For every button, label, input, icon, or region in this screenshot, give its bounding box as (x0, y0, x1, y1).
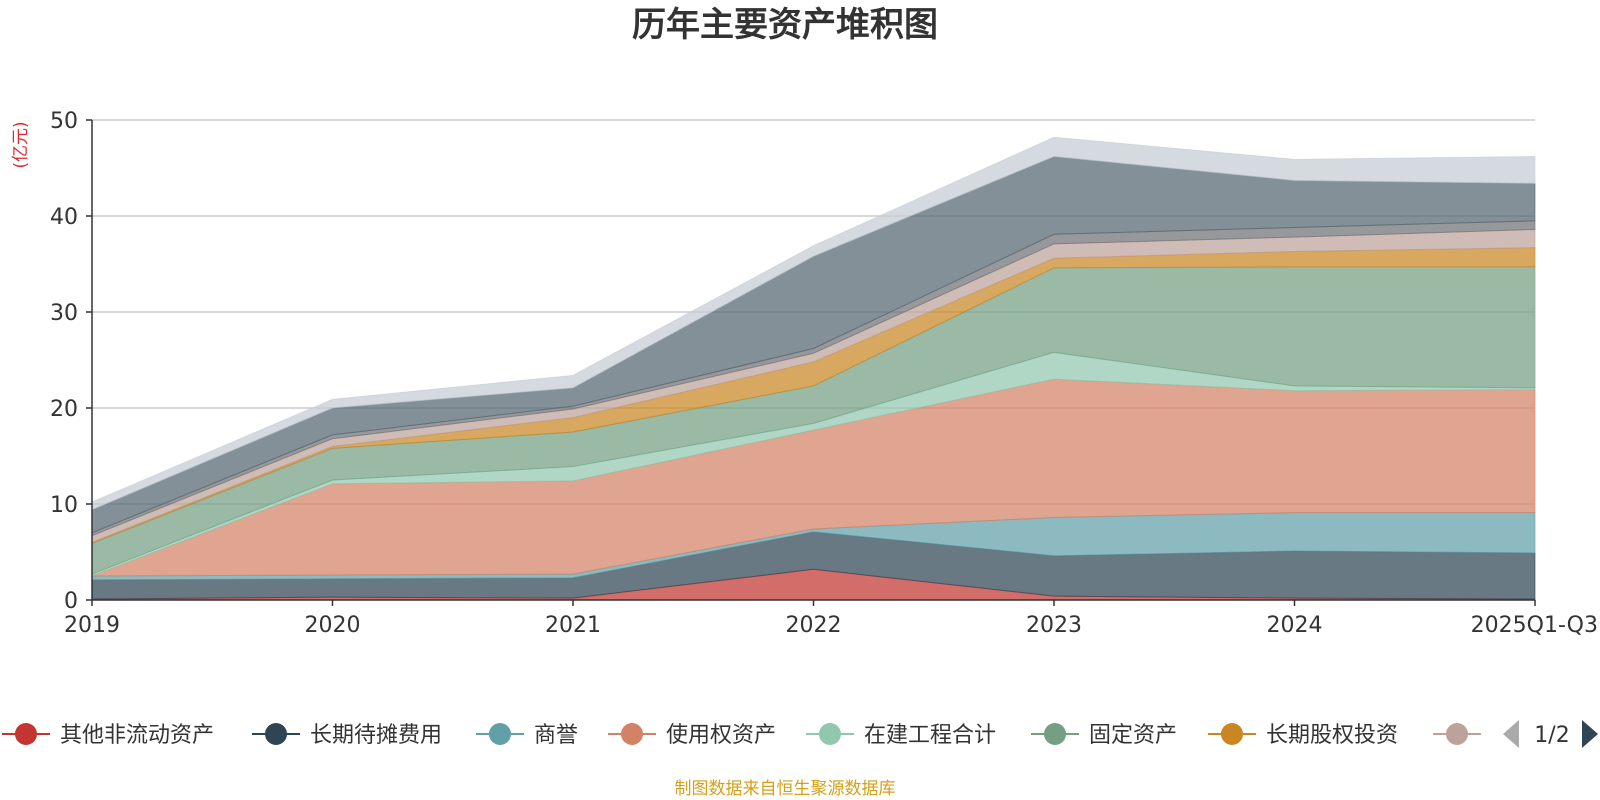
legend: 其他非流动资产 长期待摊费用 商誉 使用权资产 在建工程合计 固定资产 长期股权投资 1/2 (2, 720, 1598, 748)
legend-circle-marker (1221, 723, 1243, 745)
legend-prev-page-icon[interactable] (1503, 720, 1519, 748)
legend-circle-marker (1446, 723, 1468, 745)
legend-circle-marker (15, 723, 37, 745)
legend-item-8[interactable] (1433, 723, 1481, 745)
y-tick-label: 40 (50, 205, 78, 230)
x-tick-label: 2021 (545, 613, 601, 638)
legend-label: 在建工程合计 (864, 723, 996, 748)
legend-circle-marker (621, 723, 643, 745)
legend-item-4[interactable]: 使用权资产 (608, 723, 776, 748)
y-tick-label: 30 (50, 301, 78, 326)
area-series-11[interactable] (91, 136, 1536, 511)
x-tick-label: 2020 (305, 613, 361, 638)
legend-item-1[interactable]: 其他非流动资产 (2, 723, 214, 748)
legend-item-5[interactable]: 在建工程合计 (806, 723, 996, 748)
legend-label: 商誉 (534, 723, 578, 748)
legend-item-2[interactable]: 长期待摊费用 (252, 723, 442, 748)
legend-pager: 1/2 (1503, 720, 1598, 748)
legend-page-indicator: 1/2 (1534, 723, 1569, 748)
legend-label: 使用权资产 (666, 723, 776, 748)
area-series-group (91, 136, 1536, 601)
x-tick-label: 2025Q1-Q3 (1471, 613, 1598, 638)
y-tick-label: 10 (50, 493, 78, 518)
chart-title: 历年主要资产堆积图 (632, 5, 938, 45)
legend-label: 固定资产 (1089, 723, 1177, 748)
y-tick-label: 50 (50, 109, 78, 134)
x-tick-label: 2024 (1267, 613, 1323, 638)
legend-circle-marker (819, 723, 841, 745)
legend-label: 长期股权投资 (1266, 723, 1398, 748)
x-tick-label: 2023 (1026, 613, 1082, 638)
legend-item-3[interactable]: 商誉 (476, 723, 578, 748)
axes: 0 10 20 30 40 50 2019 2020 2021 2022 2023 2024 2025Q… (50, 109, 1598, 638)
x-tick-label: 2019 (64, 613, 120, 638)
legend-label: 其他非流动资产 (60, 723, 214, 748)
legend-circle-marker (489, 723, 511, 745)
legend-label: 长期待摊费用 (310, 723, 442, 748)
legend-item-7[interactable]: 长期股权投资 (1208, 723, 1398, 748)
x-tick-label: 2022 (786, 613, 842, 638)
y-tick-label: 20 (50, 397, 78, 422)
y-axis-unit-label: (亿元) (11, 121, 31, 168)
legend-next-page-icon[interactable] (1582, 720, 1598, 748)
y-tick-label: 0 (64, 589, 78, 614)
legend-circle-marker (265, 723, 287, 745)
legend-item-6[interactable]: 固定资产 (1031, 723, 1177, 748)
legend-circle-marker (1044, 723, 1066, 745)
source-note: 制图数据来自恒生聚源数据库 (675, 779, 896, 799)
